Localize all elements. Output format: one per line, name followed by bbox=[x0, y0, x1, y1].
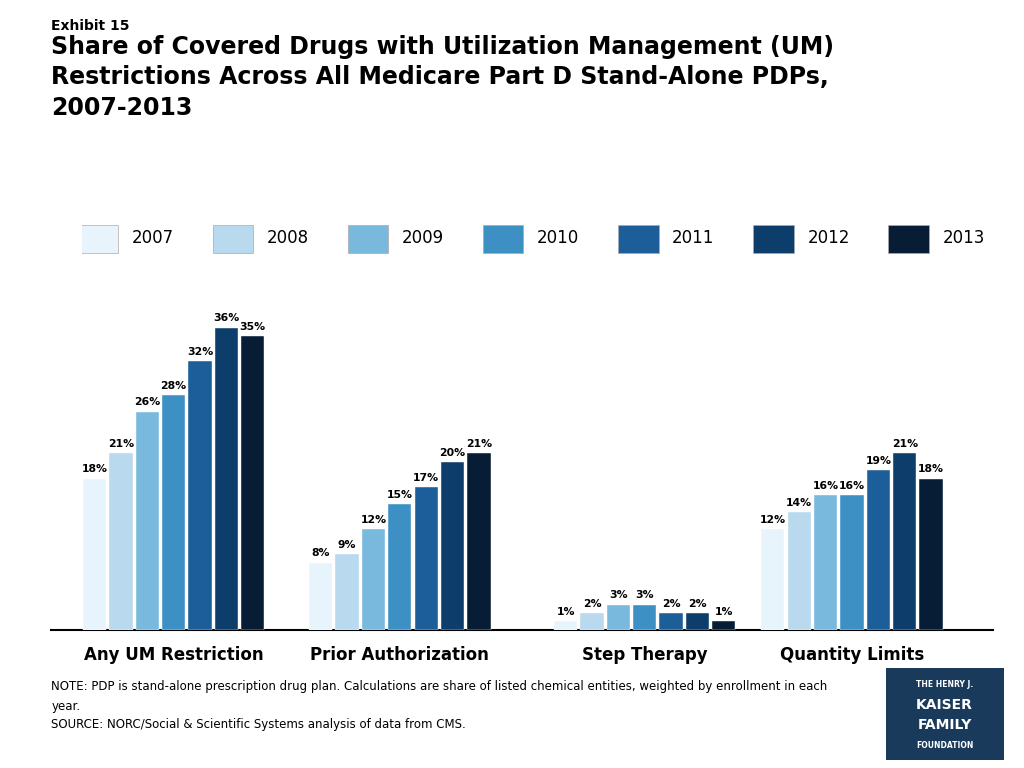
Text: 15%: 15% bbox=[387, 490, 413, 500]
Text: 26%: 26% bbox=[134, 397, 161, 407]
Bar bbox=[893, 453, 916, 630]
Bar bbox=[581, 613, 603, 630]
Bar bbox=[136, 412, 159, 630]
FancyBboxPatch shape bbox=[348, 224, 388, 253]
Text: 35%: 35% bbox=[240, 322, 266, 332]
Bar bbox=[554, 621, 578, 630]
Text: 32%: 32% bbox=[187, 347, 213, 357]
Bar bbox=[415, 487, 437, 630]
Text: 16%: 16% bbox=[812, 482, 839, 492]
Bar bbox=[841, 495, 863, 630]
Text: year.: year. bbox=[51, 700, 80, 713]
Bar bbox=[633, 604, 656, 630]
Bar bbox=[686, 613, 709, 630]
FancyBboxPatch shape bbox=[889, 224, 929, 253]
Bar bbox=[242, 336, 264, 630]
FancyBboxPatch shape bbox=[213, 224, 253, 253]
Text: 3%: 3% bbox=[609, 591, 628, 601]
Text: 2012: 2012 bbox=[807, 229, 850, 247]
Text: FAMILY: FAMILY bbox=[918, 718, 972, 733]
Text: 12%: 12% bbox=[760, 515, 785, 525]
Bar bbox=[659, 613, 683, 630]
Bar bbox=[866, 470, 890, 630]
FancyBboxPatch shape bbox=[78, 224, 118, 253]
Text: 12%: 12% bbox=[360, 515, 386, 525]
Bar bbox=[814, 495, 838, 630]
FancyBboxPatch shape bbox=[754, 224, 794, 253]
Bar bbox=[388, 504, 412, 630]
Text: 2008: 2008 bbox=[266, 229, 309, 247]
Text: 21%: 21% bbox=[892, 439, 918, 449]
Text: 18%: 18% bbox=[82, 465, 108, 475]
Text: 2010: 2010 bbox=[537, 229, 580, 247]
Text: 2007-2013: 2007-2013 bbox=[51, 96, 193, 120]
FancyBboxPatch shape bbox=[618, 224, 658, 253]
Text: 8%: 8% bbox=[311, 548, 330, 558]
Bar bbox=[188, 361, 212, 630]
Bar bbox=[787, 512, 811, 630]
Text: 18%: 18% bbox=[919, 465, 944, 475]
Bar bbox=[713, 621, 735, 630]
Bar bbox=[309, 563, 332, 630]
Bar bbox=[110, 453, 132, 630]
Text: 19%: 19% bbox=[865, 456, 891, 466]
Text: 2%: 2% bbox=[662, 599, 680, 609]
Text: Share of Covered Drugs with Utilization Management (UM): Share of Covered Drugs with Utilization … bbox=[51, 35, 835, 58]
Text: 14%: 14% bbox=[786, 498, 812, 508]
Text: 16%: 16% bbox=[839, 482, 865, 492]
Text: 1%: 1% bbox=[715, 607, 733, 617]
Text: 2%: 2% bbox=[583, 599, 601, 609]
Text: 28%: 28% bbox=[161, 380, 186, 390]
FancyBboxPatch shape bbox=[483, 224, 523, 253]
Text: FOUNDATION: FOUNDATION bbox=[915, 741, 974, 750]
Bar bbox=[83, 478, 106, 630]
Bar bbox=[467, 453, 490, 630]
Text: 9%: 9% bbox=[338, 540, 356, 550]
Text: Restrictions Across All Medicare Part D Stand-Alone PDPs,: Restrictions Across All Medicare Part D … bbox=[51, 65, 829, 89]
Text: 2007: 2007 bbox=[131, 229, 174, 247]
Bar bbox=[441, 462, 464, 630]
Text: KAISER: KAISER bbox=[916, 698, 973, 712]
Text: NOTE: PDP is stand-alone prescription drug plan. Calculations are share of liste: NOTE: PDP is stand-alone prescription dr… bbox=[51, 680, 827, 693]
Text: 2009: 2009 bbox=[401, 229, 444, 247]
Text: 36%: 36% bbox=[213, 313, 240, 323]
Bar bbox=[336, 554, 358, 630]
Text: THE HENRY J.: THE HENRY J. bbox=[916, 680, 973, 689]
Bar bbox=[162, 395, 185, 630]
Bar bbox=[761, 529, 784, 630]
Bar bbox=[920, 478, 943, 630]
Text: 21%: 21% bbox=[108, 439, 134, 449]
Text: Exhibit 15: Exhibit 15 bbox=[51, 19, 130, 33]
Text: 17%: 17% bbox=[413, 473, 439, 483]
Text: 2011: 2011 bbox=[672, 229, 715, 247]
Text: 20%: 20% bbox=[439, 448, 466, 458]
Bar bbox=[361, 529, 385, 630]
Text: SOURCE: NORC/Social & Scientific Systems analysis of data from CMS.: SOURCE: NORC/Social & Scientific Systems… bbox=[51, 718, 466, 731]
Text: 1%: 1% bbox=[556, 607, 574, 617]
Text: 21%: 21% bbox=[466, 439, 492, 449]
Bar bbox=[215, 328, 238, 630]
Text: 3%: 3% bbox=[636, 591, 654, 601]
Text: 2%: 2% bbox=[688, 599, 707, 609]
Bar bbox=[607, 604, 630, 630]
Text: 2013: 2013 bbox=[942, 229, 985, 247]
